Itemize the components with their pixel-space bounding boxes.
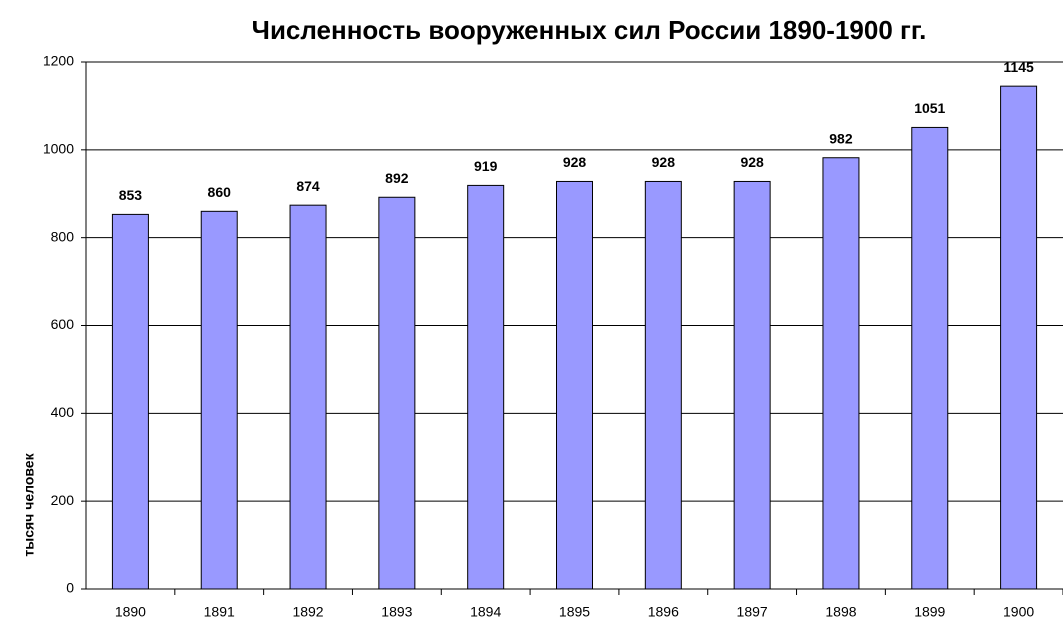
- x-tick-label: 1896: [648, 604, 679, 620]
- x-tick-label: 1891: [204, 604, 235, 620]
- x-tick-label: 1890: [115, 604, 146, 620]
- chart-title: Численность вооруженных сил России 1890-…: [252, 15, 927, 45]
- x-tick-label: 1893: [381, 604, 412, 620]
- bar: [822, 157, 860, 590]
- y-tick-label: 600: [51, 316, 75, 332]
- x-tick-label: 1894: [470, 604, 501, 620]
- value-label: 892: [385, 170, 409, 186]
- bar: [911, 126, 949, 590]
- y-tick-label: 1200: [43, 53, 74, 69]
- y-axis-label: тысяч человек: [21, 452, 37, 556]
- x-tick-label: 1900: [1003, 604, 1034, 620]
- x-tick-label: 1898: [825, 604, 856, 620]
- value-label: 919: [474, 158, 498, 174]
- y-tick-label: 1000: [43, 141, 74, 157]
- x-tick-label: 1892: [292, 604, 323, 620]
- x-tick-label: 1897: [737, 604, 768, 620]
- bar: [289, 204, 327, 590]
- x-tick-label: 1895: [559, 604, 590, 620]
- bar: [378, 196, 416, 590]
- y-tick-label: 400: [51, 404, 75, 420]
- value-label: 853: [119, 187, 143, 203]
- bar: [111, 213, 149, 590]
- bar: [1000, 85, 1038, 590]
- bar: [644, 180, 682, 590]
- value-label: 928: [563, 154, 587, 170]
- value-label: 982: [829, 130, 853, 146]
- bar: [733, 180, 771, 590]
- y-tick-label: 200: [51, 492, 75, 508]
- bar: [556, 180, 593, 590]
- bar: [467, 184, 505, 590]
- value-label: 928: [652, 154, 676, 170]
- y-tick-label: 0: [66, 580, 74, 596]
- value-label: 1145: [1003, 59, 1034, 75]
- value-label: 860: [208, 184, 232, 200]
- value-label: 928: [740, 154, 764, 170]
- value-label: 1051: [914, 100, 945, 116]
- x-tick-label: 1899: [914, 604, 945, 620]
- y-tick-label: 800: [51, 228, 75, 244]
- bar: [200, 210, 238, 590]
- value-label: 874: [296, 178, 320, 194]
